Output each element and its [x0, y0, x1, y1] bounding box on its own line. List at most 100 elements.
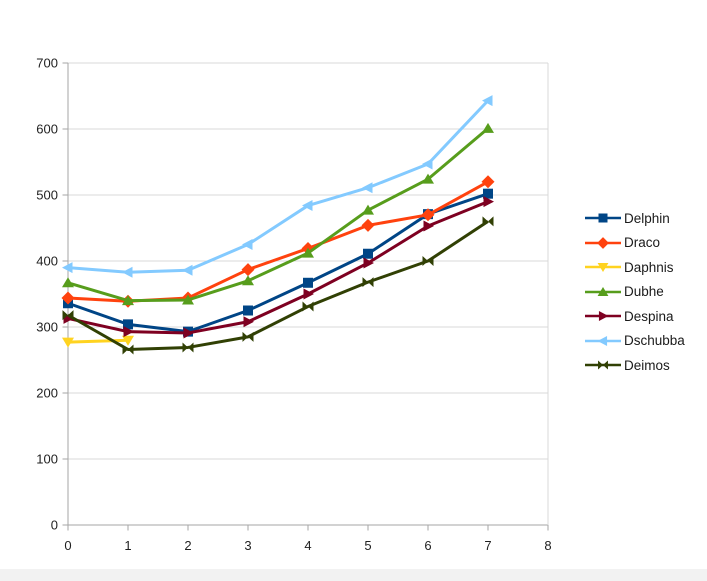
marker-diamond-draco [241, 263, 255, 277]
marker-triangle-up-dubhe [62, 277, 74, 288]
marker-square-delphin [483, 188, 493, 199]
marker-diamond-draco [61, 291, 75, 305]
legend-item-delphin: Delphin [583, 206, 685, 231]
legend-item-dschubba: Dschubba [583, 329, 685, 354]
marker-triangle-left-dschubba [362, 182, 373, 194]
marker-triangle-left-dschubba [122, 266, 133, 278]
y-axis-tick-label: 700 [36, 56, 58, 71]
window-bottom-strip [0, 569, 707, 581]
marker-bowtie-deimos [362, 277, 374, 288]
legend-bowtie-marker-icon [585, 360, 621, 370]
marker-triangle-left-dschubba [302, 200, 313, 212]
series-dubhe [62, 122, 494, 306]
series-despina [63, 196, 494, 339]
series-line-despina [67, 200, 489, 335]
marker-bowtie-deimos [482, 216, 494, 227]
marker-triangle-up-dubhe [302, 247, 314, 258]
marker-bowtie-deimos [242, 331, 254, 342]
marker-triangle-right-despina [123, 326, 134, 338]
legend-label-delphin: Delphin [624, 210, 670, 226]
legend-item-draco: Draco [583, 231, 685, 256]
marker-bowtie-deimos [182, 342, 194, 353]
y-axis-tick-label: 200 [36, 386, 58, 401]
marker-triangle-right-despina [483, 196, 494, 208]
marker-bowtie-deimos [62, 310, 74, 321]
legend-item-dubhe: Dubhe [583, 280, 685, 305]
series-line-daphnis [67, 338, 129, 344]
marker-square-delphin [123, 319, 133, 330]
y-axis-tick-label: 400 [36, 254, 58, 269]
x-axis-tick-label: 6 [424, 538, 431, 553]
legend-marker-glyph [598, 360, 608, 370]
x-axis-tick-label: 1 [124, 538, 131, 553]
marker-triangle-right-despina [363, 257, 374, 269]
legend-label-draco: Draco [624, 235, 661, 250]
legend-triangle-left-marker-icon [585, 335, 621, 346]
axis-ticks [62, 62, 549, 531]
legend-marker-glyph [597, 236, 609, 249]
marker-square-delphin [243, 305, 253, 316]
y-axis-tick-label: 500 [36, 188, 58, 203]
marker-bowtie-deimos [422, 256, 434, 266]
legend-marker-glyph [597, 286, 609, 296]
marker-bowtie-deimos [302, 301, 314, 312]
series-line-draco [67, 180, 489, 303]
x-axis-tick-label: 4 [304, 538, 311, 553]
series-line-dschubba [67, 99, 490, 274]
marker-diamond-draco [481, 175, 495, 189]
marker-square-delphin [363, 248, 373, 259]
marker-triangle-up-dubhe [482, 122, 494, 133]
x-axis-tick-label: 7 [484, 538, 491, 553]
marker-triangle-up-dubhe [182, 294, 194, 305]
x-axis-tick-label: 3 [244, 538, 251, 553]
marker-triangle-down-daphnis [62, 337, 74, 348]
marker-triangle-right-despina [183, 327, 194, 339]
axis-labels: 0 100 200 300 400 500 600 700 0 1 2 3 4 5 6 7 8 [36, 56, 551, 554]
legend-item-despina: Despina [583, 304, 685, 329]
marker-square-delphin [303, 277, 313, 288]
series-daphnis [62, 335, 134, 348]
legend-diamond-marker-icon [585, 236, 621, 249]
marker-triangle-up-dubhe [362, 204, 374, 215]
marker-triangle-left-dschubba [182, 264, 193, 276]
legend-triangle-down-marker-icon [585, 263, 621, 273]
legend-marker-glyph [598, 311, 609, 322]
series-line-delphin [67, 192, 489, 334]
legend-label-deimos: Deimos [624, 357, 670, 373]
x-axis-tick-label: 0 [64, 538, 71, 553]
series-line-dubhe [67, 127, 489, 303]
y-axis-tick-label: 0 [51, 518, 58, 533]
marker-triangle-left-dschubba [422, 158, 433, 170]
legend-label-despina: Despina [624, 308, 674, 324]
x-axis-tick-label: 8 [544, 538, 551, 553]
marker-triangle-right-despina [243, 316, 254, 328]
marker-triangle-left-dschubba [482, 95, 493, 107]
y-axis-tick-label: 100 [36, 452, 58, 467]
marker-triangle-up-dubhe [422, 173, 434, 184]
marker-triangle-down-daphnis [122, 335, 134, 346]
y-axis-tick-label: 600 [36, 122, 58, 137]
series-line-deimos [67, 220, 489, 351]
legend-marker-glyph [598, 213, 608, 223]
legend-label-dubhe: Dubhe [624, 284, 664, 299]
marker-triangle-right-despina [423, 220, 434, 232]
legend-marker-glyph [597, 263, 609, 273]
marker-triangle-right-despina [303, 288, 314, 300]
series-dschubba [62, 95, 493, 278]
marker-triangle-left-dschubba [62, 262, 73, 274]
legend-item-deimos: Deimos [583, 353, 685, 378]
x-axis-tick-label: 2 [184, 538, 191, 553]
legend-triangle-right-marker-icon [585, 311, 621, 322]
chart-legend: Delphin Draco Daphnis Dubhe Despina Dschubba D… [583, 206, 685, 378]
legend-label-daphnis: Daphnis [624, 259, 674, 275]
legend-square-marker-icon [585, 213, 621, 223]
marker-bowtie-deimos [122, 344, 134, 355]
legend-triangle-up-marker-icon [585, 286, 621, 296]
legend-item-daphnis: Daphnis [583, 255, 685, 280]
marker-triangle-up-dubhe [122, 295, 134, 306]
x-axis-tick-label: 5 [364, 538, 371, 553]
marker-triangle-up-dubhe [242, 275, 254, 286]
y-axis-tick-label: 300 [36, 320, 58, 335]
